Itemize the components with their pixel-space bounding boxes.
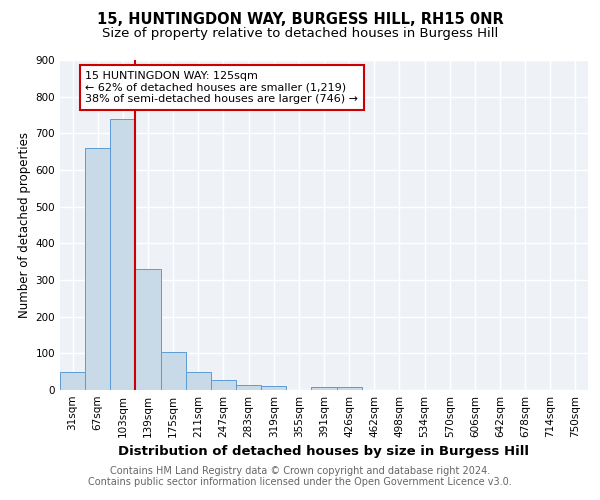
Bar <box>161 352 186 390</box>
Bar <box>85 148 110 390</box>
Text: Size of property relative to detached houses in Burgess Hill: Size of property relative to detached ho… <box>102 28 498 40</box>
Bar <box>261 386 286 390</box>
Bar <box>110 118 136 390</box>
Bar <box>311 387 337 390</box>
Y-axis label: Number of detached properties: Number of detached properties <box>19 132 31 318</box>
Bar <box>60 372 85 390</box>
Text: 15 HUNTINGDON WAY: 125sqm
← 62% of detached houses are smaller (1,219)
38% of se: 15 HUNTINGDON WAY: 125sqm ← 62% of detac… <box>85 71 358 104</box>
Bar <box>236 384 261 390</box>
Text: Contains HM Land Registry data © Crown copyright and database right 2024.: Contains HM Land Registry data © Crown c… <box>110 466 490 476</box>
Bar <box>211 380 236 390</box>
Bar <box>136 269 161 390</box>
Bar <box>337 387 362 390</box>
X-axis label: Distribution of detached houses by size in Burgess Hill: Distribution of detached houses by size … <box>119 446 530 458</box>
Text: 15, HUNTINGDON WAY, BURGESS HILL, RH15 0NR: 15, HUNTINGDON WAY, BURGESS HILL, RH15 0… <box>97 12 503 28</box>
Text: Contains public sector information licensed under the Open Government Licence v3: Contains public sector information licen… <box>88 477 512 487</box>
Bar <box>186 372 211 390</box>
